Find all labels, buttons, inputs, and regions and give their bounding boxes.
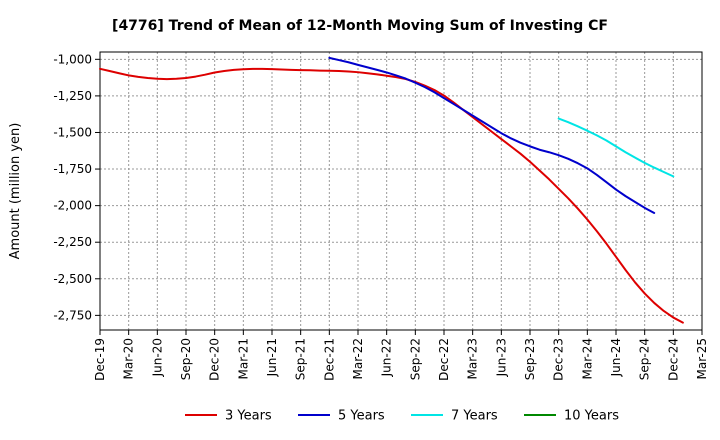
x-tick-label: Jun-22 <box>380 338 394 377</box>
x-tick-label: Sep-22 <box>408 338 422 380</box>
y-tick-label: -2,000 <box>53 199 92 213</box>
x-axis: Dec-19 Mar-20 Jun-20 Sep-20 Dec-20 Mar-21 Jun-… <box>93 330 709 381</box>
x-tick-label: Mar-25 <box>695 338 709 379</box>
legend: 3 Years 5 Years 7 Years 10 Years <box>185 409 619 424</box>
y-axis-label: Amount (million yen) <box>8 123 23 260</box>
x-tick-label: Dec-20 <box>208 338 222 381</box>
x-tick-label: Jun-20 <box>150 338 164 377</box>
x-tick-label: Mar-24 <box>580 338 594 379</box>
series-line-3-years <box>99 67 684 324</box>
x-tick-label: Mar-22 <box>351 338 365 379</box>
y-tick-label: -2,250 <box>53 235 92 249</box>
x-tick-label: Dec-24 <box>666 338 680 381</box>
x-tick-label: Sep-21 <box>294 338 308 380</box>
legend-label-3-years: 3 Years <box>225 409 272 424</box>
legend-label-7-years: 7 Years <box>451 409 498 424</box>
y-axis: -1,000 -1,250 -1,500 -1,750 -2,000 -2,250 -2,5… <box>53 52 100 322</box>
x-tick-label: Dec-22 <box>437 338 451 381</box>
x-tick-label: Mar-20 <box>122 338 136 379</box>
plot-frame <box>99 51 703 331</box>
y-tick-label: -1,000 <box>53 52 92 66</box>
x-tick-label: Sep-23 <box>523 338 537 380</box>
x-tick-label: Mar-21 <box>236 338 250 379</box>
x-tick-label: Sep-20 <box>179 338 193 380</box>
y-tick-label: -1,750 <box>53 162 92 176</box>
x-tick-label: Sep-24 <box>638 338 652 380</box>
legend-label-5-years: 5 Years <box>338 409 385 424</box>
series-group <box>99 56 684 324</box>
x-tick-label: Jun-23 <box>494 338 508 377</box>
series-line-7-years <box>557 117 675 178</box>
x-tick-label: Dec-23 <box>552 338 566 381</box>
series-line-5-years <box>328 56 656 214</box>
x-tick-label: Jun-24 <box>609 338 623 377</box>
x-tick-label: Dec-19 <box>93 338 107 381</box>
x-tick-label: Mar-23 <box>466 338 480 379</box>
x-tick-label: Dec-21 <box>322 338 336 381</box>
y-tick-label: -1,500 <box>53 125 92 139</box>
y-tick-label: -2,500 <box>53 272 92 286</box>
legend-label-10-years: 10 Years <box>564 409 619 424</box>
chart-title: [4776] Trend of Mean of 12-Month Moving … <box>112 18 608 34</box>
x-tick-label: Jun-21 <box>265 338 279 377</box>
y-tick-label: -1,250 <box>53 89 92 103</box>
y-tick-label: -2,750 <box>53 308 92 322</box>
grid <box>100 52 702 330</box>
